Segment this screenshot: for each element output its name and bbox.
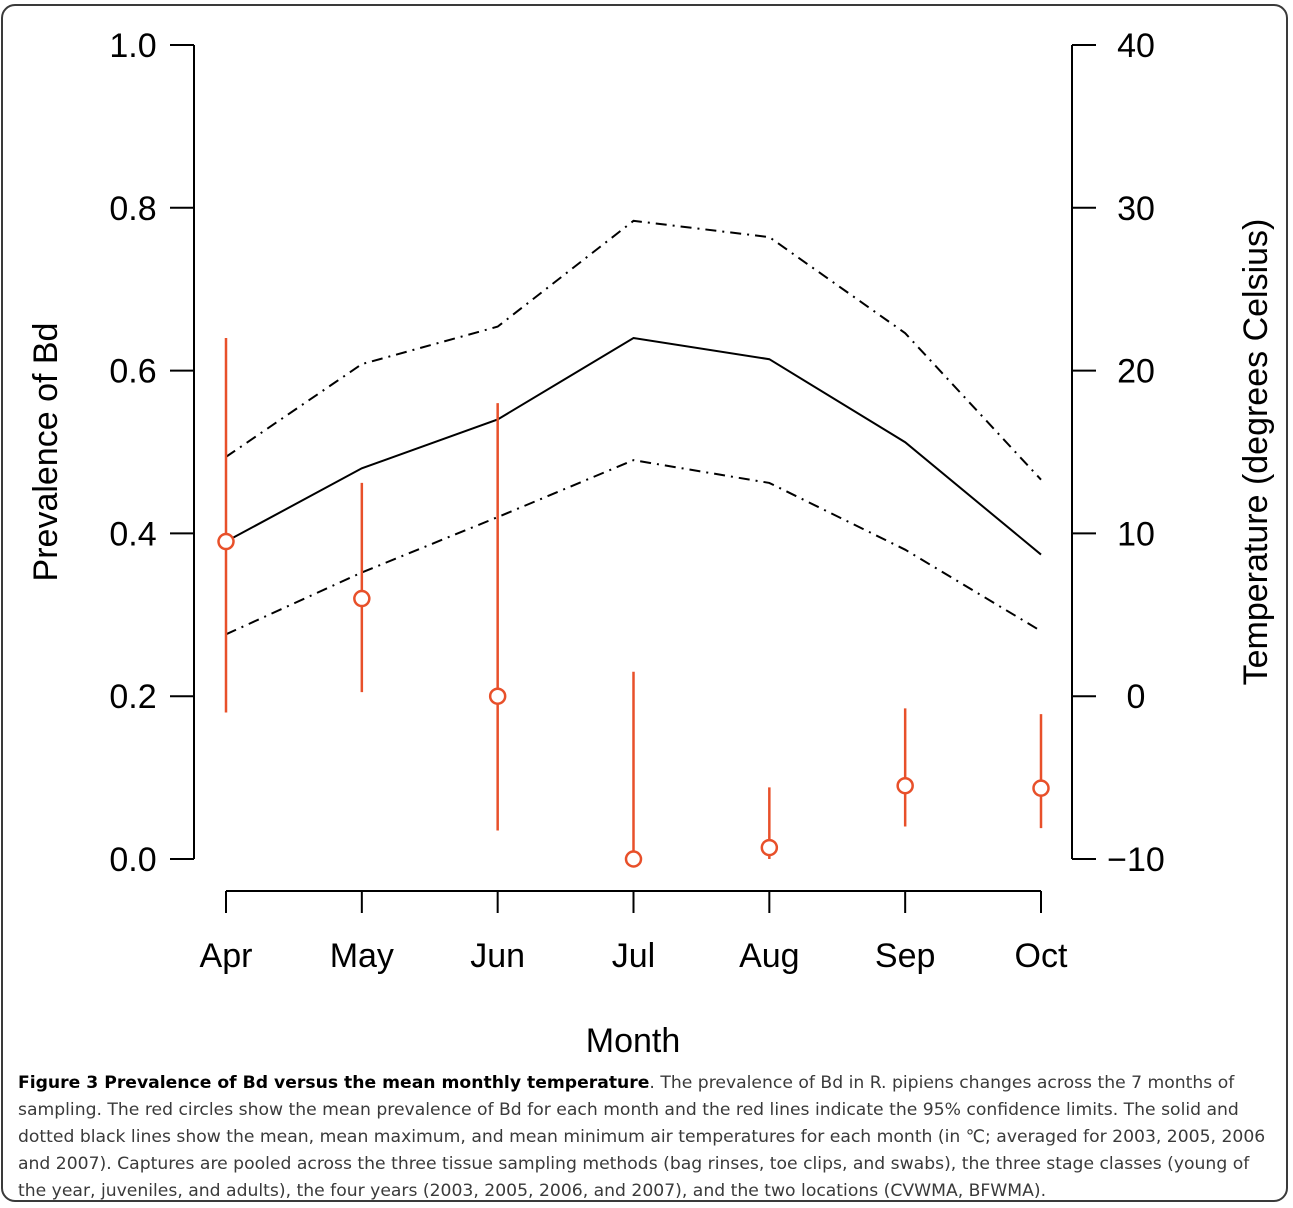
right-axis: −10 0 10 20 30 40	[1071, 27, 1165, 879]
prevalence-point	[217, 532, 235, 551]
prevalence-point	[353, 589, 371, 608]
prevalence-markers	[217, 338, 1050, 868]
x-axis-title: Month	[586, 1022, 681, 1060]
right-tick-label: 10	[1117, 515, 1155, 553]
x-tick-label: Aug	[739, 937, 800, 975]
right-axis-title: Temperature (degrees Celsius)	[1237, 219, 1275, 686]
x-tick-label: Jun	[470, 937, 525, 975]
figure-frame	[1, 4, 1288, 1202]
left-tick-label: 0.6	[109, 353, 156, 391]
x-tick-label: Apr	[200, 937, 253, 975]
left-tick-label: 0.4	[109, 515, 156, 553]
left-axis: 0.0 0.2 0.4 0.6 0.8 1.0	[109, 27, 195, 879]
right-tick-label: 0	[1127, 678, 1146, 716]
x-tick-label: Jul	[612, 937, 655, 975]
left-tick-label: 0.8	[109, 190, 156, 228]
right-tick-label: −10	[1107, 841, 1165, 879]
prevalence-point	[488, 687, 507, 705]
left-axis-title: Prevalence of Bd	[27, 323, 65, 582]
caption-title: Figure 3 Prevalence of Bd versus the mea…	[18, 1073, 650, 1093]
x-axis: Apr May Jun Jul Aug Sep Oct	[200, 890, 1068, 975]
chart: 0.0 0.2 0.4 0.6 0.8 1.0 −10 0 10 20 30 40 Apr May Ju…	[27, 27, 1275, 1060]
left-tick-label: 0.2	[109, 678, 156, 716]
x-tick-label: Sep	[875, 937, 936, 975]
prevalence-point	[1032, 779, 1050, 797]
x-tick-label: May	[330, 937, 394, 975]
temperature-line-dashdot	[225, 459, 1042, 636]
x-tick-label: Oct	[1015, 937, 1068, 975]
caption-text: . The prevalence of Bd in R. pipiens cha…	[18, 1073, 1266, 1201]
prevalence-point	[896, 776, 914, 795]
temperature-line-dashdot	[225, 219, 1042, 481]
prevalence-point	[760, 838, 779, 857]
right-tick-label: 40	[1117, 27, 1155, 65]
right-tick-label: 30	[1117, 190, 1155, 228]
temperature-line-solid	[225, 336, 1042, 556]
prevalence-point	[624, 850, 643, 868]
temperature-lines	[225, 219, 1042, 636]
right-tick-label: 20	[1117, 353, 1155, 391]
left-tick-label: 0.0	[109, 841, 156, 879]
left-tick-label: 1.0	[109, 27, 156, 65]
figure-caption: Figure 3 Prevalence of Bd versus the mea…	[18, 1070, 1273, 1205]
